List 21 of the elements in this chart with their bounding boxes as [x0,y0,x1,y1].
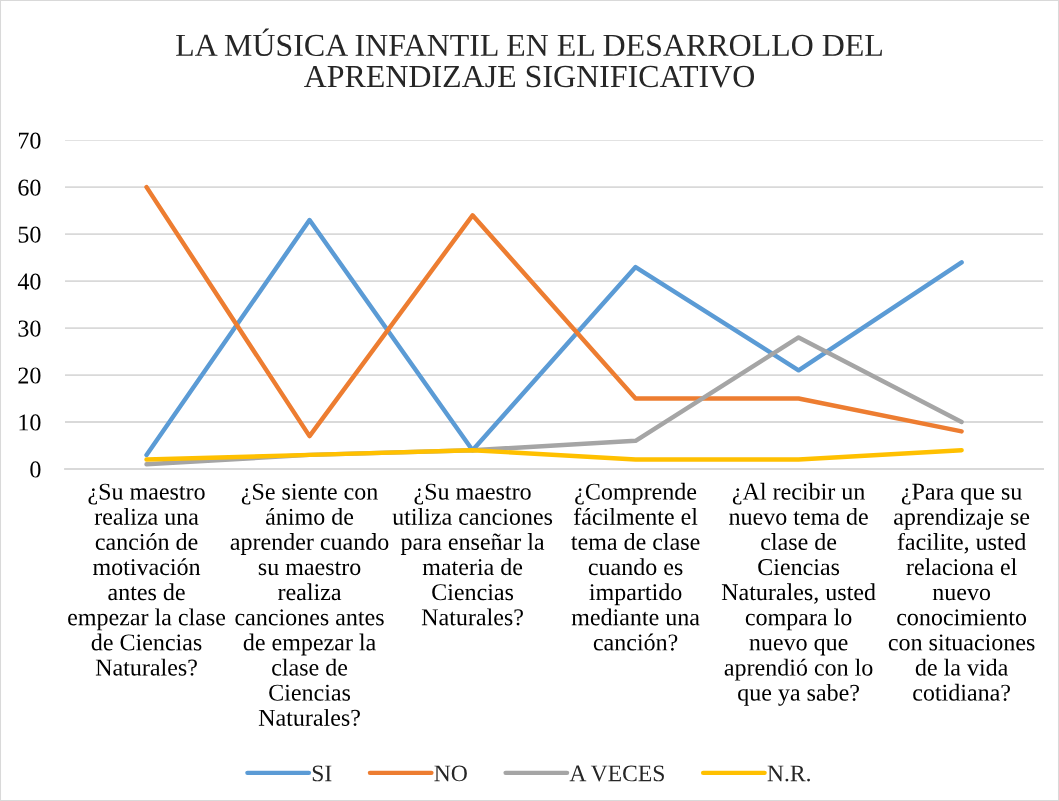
x-tick-label: ¿Su maestro utiliza canciones para enseñar la materia de Ciencias Naturales? [392,483,553,626]
legend-label: N.R. [767,765,810,782]
line-series [144,217,964,458]
line-series [144,184,964,439]
chart-title: LA MÚSICA INFANTIL EN EL DESARROLLO DEL APRENDIZAJE SIGNIFICATIVO [176,28,882,88]
y-tick-label: 20 [18,367,41,384]
y-tick-label: 10 [19,414,41,431]
y-tick-label: 60 [18,179,41,196]
category-label: ¿Al recibir un nuevo tema de clase de Ciencias Naturales, usted compara lo nuevo que aprendió con lo que ya sabe? [721,482,876,706]
y-tick-label: 0 [30,461,41,478]
x-tick-label: ¿Comprende fácilmente el tema de clase cuando es impartido mediante una canción? [571,482,700,651]
category-label: ¿Para que su aprendizaje se facilite, usted relaciona el nuevo conocimiento con situaciones de la vida cotidiana? [888,483,1035,701]
x-tick-label: ¿Su maestro realiza una canción de motivación antes de empezar la clase de Ciencias Naturales? [68,483,226,676]
legend-label: SI [312,765,332,782]
y-tick-label: 30 [18,320,41,337]
y-tick-label: 40 [17,273,41,290]
y-tick-label: 50 [18,226,41,243]
category-label: ¿Se siente con ánimo de aprender cuando su maestro realiza canciones antes de empezar la clase de Ciencias Naturales? [230,483,389,727]
legend-label: A VECES [569,765,664,782]
legend-label: NO [434,765,467,782]
y-tick-label: 70 [18,132,41,149]
